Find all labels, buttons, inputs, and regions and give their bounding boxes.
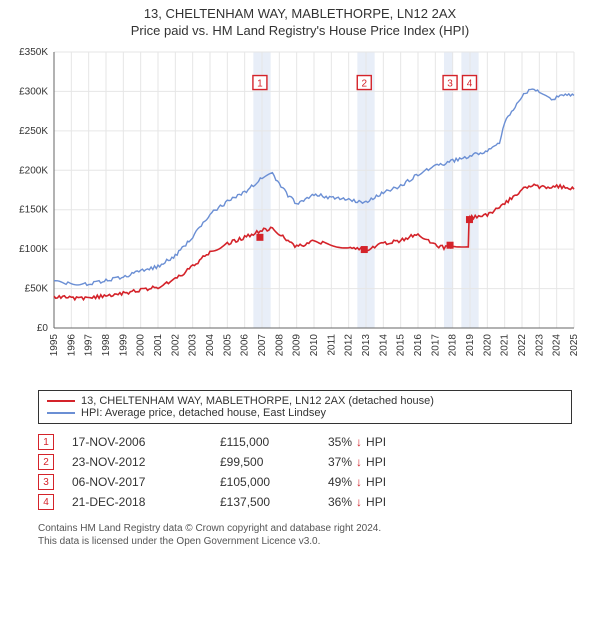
sales-row: 1 17-NOV-2006 £115,000 35% ↓ HPI xyxy=(38,434,572,450)
svg-text:£0: £0 xyxy=(37,323,49,334)
sale-price: £137,500 xyxy=(220,495,310,509)
footer-attribution: Contains HM Land Registry data © Crown c… xyxy=(38,522,572,548)
svg-text:4: 4 xyxy=(467,79,473,90)
svg-text:2024: 2024 xyxy=(552,334,563,357)
sale-price: £99,500 xyxy=(220,455,310,469)
title-line-2: Price paid vs. HM Land Registry's House … xyxy=(0,23,600,38)
svg-text:£300K: £300K xyxy=(19,86,48,97)
svg-text:2008: 2008 xyxy=(274,334,285,357)
svg-text:2010: 2010 xyxy=(309,334,320,357)
svg-text:2015: 2015 xyxy=(396,334,407,357)
svg-text:2007: 2007 xyxy=(257,334,268,357)
svg-text:2: 2 xyxy=(361,79,367,90)
svg-text:2005: 2005 xyxy=(222,334,233,357)
sale-date: 17-NOV-2006 xyxy=(72,435,202,449)
svg-text:2012: 2012 xyxy=(344,334,355,357)
svg-text:2001: 2001 xyxy=(153,334,164,357)
svg-text:2000: 2000 xyxy=(136,334,147,357)
legend-swatch xyxy=(47,412,75,414)
svg-text:1999: 1999 xyxy=(118,334,129,357)
legend-label: HPI: Average price, detached house, East… xyxy=(81,407,326,419)
footer-line-1: Contains HM Land Registry data © Crown c… xyxy=(38,522,572,535)
svg-text:2006: 2006 xyxy=(240,334,251,357)
svg-text:1996: 1996 xyxy=(66,334,77,357)
svg-text:2014: 2014 xyxy=(378,334,389,357)
svg-text:2023: 2023 xyxy=(534,334,545,357)
chart-titles: 13, CHELTENHAM WAY, MABLETHORPE, LN12 2A… xyxy=(0,0,600,38)
svg-text:1998: 1998 xyxy=(101,334,112,357)
svg-text:2016: 2016 xyxy=(413,334,424,357)
sale-delta: 37% ↓ HPI xyxy=(328,455,428,469)
sale-delta: 36% ↓ HPI xyxy=(328,495,428,509)
svg-text:1995: 1995 xyxy=(49,334,60,357)
svg-text:2018: 2018 xyxy=(448,334,459,357)
svg-text:2025: 2025 xyxy=(569,334,580,357)
sale-delta: 49% ↓ HPI xyxy=(328,475,428,489)
sales-row: 4 21-DEC-2018 £137,500 36% ↓ HPI xyxy=(38,494,572,510)
svg-text:1: 1 xyxy=(257,79,263,90)
svg-text:2021: 2021 xyxy=(500,334,511,357)
legend-item: 13, CHELTENHAM WAY, MABLETHORPE, LN12 2A… xyxy=(47,395,563,407)
chart-area: £0 £50K £100K £150K £200K £250K £300K £350K 1995… xyxy=(10,42,590,382)
sales-table: 1 17-NOV-2006 £115,000 35% ↓ HPI 2 23-NOV-201… xyxy=(38,434,572,510)
sale-date: 06-NOV-2017 xyxy=(72,475,202,489)
svg-text:£350K: £350K xyxy=(19,47,48,58)
down-arrow-icon: ↓ xyxy=(356,475,362,489)
svg-text:2002: 2002 xyxy=(170,334,181,357)
sale-date: 23-NOV-2012 xyxy=(72,455,202,469)
svg-text:1997: 1997 xyxy=(84,334,95,357)
sale-price: £105,000 xyxy=(220,475,310,489)
sale-marker: 3 xyxy=(38,474,54,490)
sale-date: 21-DEC-2018 xyxy=(72,495,202,509)
svg-text:2022: 2022 xyxy=(517,334,528,357)
legend-swatch xyxy=(47,400,75,402)
footer-line-2: This data is licensed under the Open Gov… xyxy=(38,535,572,548)
svg-text:2009: 2009 xyxy=(292,334,303,357)
svg-text:2017: 2017 xyxy=(430,334,441,357)
svg-text:2013: 2013 xyxy=(361,334,372,357)
svg-text:£200K: £200K xyxy=(19,165,48,176)
svg-text:2019: 2019 xyxy=(465,334,476,357)
svg-text:2004: 2004 xyxy=(205,334,216,357)
sale-marker: 2 xyxy=(38,454,54,470)
svg-text:£50K: £50K xyxy=(25,284,49,295)
down-arrow-icon: ↓ xyxy=(356,455,362,469)
legend-label: 13, CHELTENHAM WAY, MABLETHORPE, LN12 2A… xyxy=(81,395,434,407)
sale-marker: 4 xyxy=(38,494,54,510)
sale-marker: 1 xyxy=(38,434,54,450)
down-arrow-icon: ↓ xyxy=(356,435,362,449)
legend-item: HPI: Average price, detached house, East… xyxy=(47,407,563,419)
svg-text:3: 3 xyxy=(447,79,453,90)
legend: 13, CHELTENHAM WAY, MABLETHORPE, LN12 2A… xyxy=(38,390,572,424)
svg-text:2020: 2020 xyxy=(482,334,493,357)
title-line-1: 13, CHELTENHAM WAY, MABLETHORPE, LN12 2A… xyxy=(0,6,600,21)
down-arrow-icon: ↓ xyxy=(356,495,362,509)
sale-delta: 35% ↓ HPI xyxy=(328,435,428,449)
svg-text:£150K: £150K xyxy=(19,205,48,216)
svg-text:£100K: £100K xyxy=(19,244,48,255)
svg-text:2003: 2003 xyxy=(188,334,199,357)
sales-row: 3 06-NOV-2017 £105,000 49% ↓ HPI xyxy=(38,474,572,490)
sales-row: 2 23-NOV-2012 £99,500 37% ↓ HPI xyxy=(38,454,572,470)
sale-price: £115,000 xyxy=(220,435,310,449)
svg-text:2011: 2011 xyxy=(326,334,337,356)
svg-text:£250K: £250K xyxy=(19,126,48,137)
line-chart-svg: £0 £50K £100K £150K £200K £250K £300K £350K 1995… xyxy=(10,42,590,382)
